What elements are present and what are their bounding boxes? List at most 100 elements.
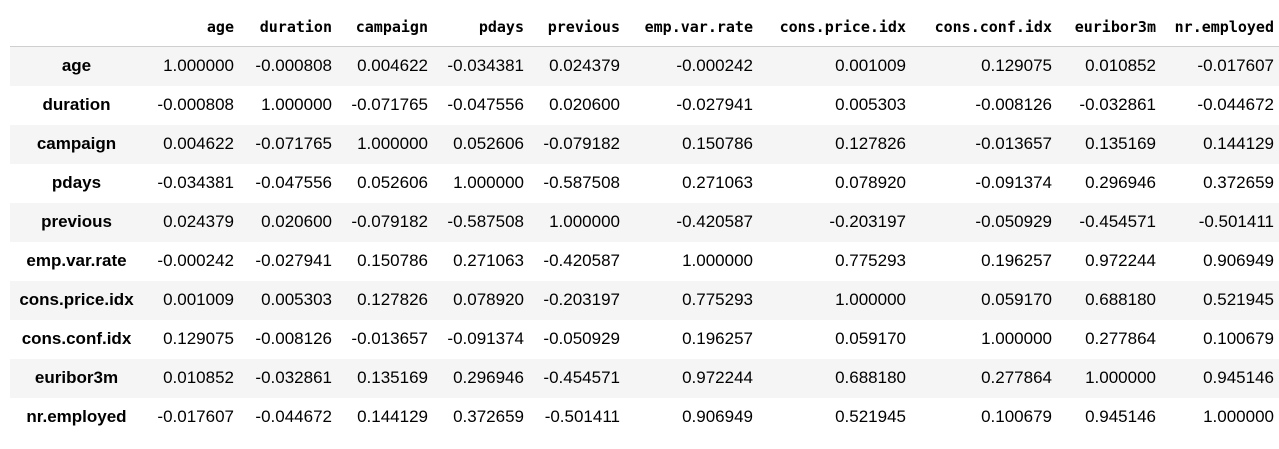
table-row: campaign 0.004622 -0.071765 1.000000 0.05260… [10, 124, 1279, 164]
table-cell: 0.906949 [682, 407, 753, 426]
table-cell: 0.078920 [835, 173, 906, 192]
table-cell: 0.020600 [261, 212, 332, 231]
table-body: age 1.000000 -0.000808 0.004622 -0.034381 0.0… [10, 46, 1279, 437]
row-label: previous [41, 212, 112, 231]
table-cell: 0.001009 [163, 290, 234, 309]
row-label: duration [42, 95, 111, 114]
table-cell: 1.000000 [453, 173, 524, 192]
table-cell: 1.000000 [682, 251, 753, 270]
table-cell: -0.071765 [255, 134, 332, 153]
row-label: cons.conf.idx [21, 329, 132, 348]
table-row: euribor3m 0.010852 -0.032861 0.135169 0.2969… [10, 358, 1279, 398]
table-cell: 0.059170 [835, 329, 906, 348]
table-cell: -0.050929 [543, 329, 620, 348]
table-cell: -0.050929 [975, 212, 1052, 231]
row-label: pdays [51, 173, 102, 192]
table-cell: -0.079182 [543, 134, 620, 153]
table-cell: 0.001009 [835, 56, 906, 76]
table-cell: 0.196257 [981, 251, 1052, 270]
table-cell: 0.372659 [1203, 173, 1274, 192]
table-cell: 0.906949 [1203, 251, 1274, 270]
table-cell: -0.008126 [975, 95, 1052, 114]
table-cell: -0.091374 [975, 173, 1052, 192]
table-row: nr.employed -0.017607 -0.044672 0.144129 0.3… [10, 397, 1279, 437]
table-row: cons.price.idx 0.001009 0.005303 0.127826 0.… [10, 280, 1279, 320]
table-cell: 0.024379 [549, 56, 620, 76]
column-header-duration: duration [239, 7, 337, 47]
table-cell: 0.059170 [981, 290, 1052, 309]
row-label: cons.price.idx [19, 290, 134, 309]
table-row: duration -0.000808 1.000000 -0.071765 -0.047… [10, 85, 1279, 125]
table-cell: 0.100679 [1203, 329, 1274, 348]
table-cell: -0.032861 [1079, 95, 1156, 114]
column-header-pdays: pdays [433, 7, 529, 47]
table-cell: 0.277864 [981, 368, 1052, 387]
table-cell: 0.688180 [835, 368, 906, 387]
table-row: pdays -0.034381 -0.047556 0.052606 1.000000-… [10, 163, 1279, 203]
table-cell: 0.129075 [163, 329, 234, 348]
table-row: age 1.000000 -0.000808 0.004622 -0.034381 0.0… [10, 46, 1279, 86]
table-cell: 0.775293 [835, 251, 906, 270]
table-cell: 0.052606 [357, 173, 428, 192]
table-row: cons.conf.idx 0.129075 -0.008126 -0.013657 -… [10, 319, 1279, 359]
table-cell: -0.071765 [351, 95, 428, 114]
table-row: previous 0.024379 0.020600 -0.079182 -0.5875… [10, 202, 1279, 242]
table-cell: -0.501411 [1198, 212, 1274, 231]
table-cell: 1.000000 [357, 134, 428, 153]
table-cell: -0.000242 [157, 251, 234, 270]
table-cell: 0.135169 [357, 368, 428, 387]
table-cell: -0.079182 [351, 212, 428, 231]
table-cell: -0.032861 [255, 368, 332, 387]
table-cell: 1.000000 [163, 56, 234, 76]
table-cell: 0.150786 [682, 134, 753, 153]
table-cell: 0.010852 [1085, 56, 1156, 76]
table-cell: -0.013657 [351, 329, 428, 348]
table-cell: 0.372659 [453, 407, 524, 426]
table-cell: -0.013657 [975, 134, 1052, 153]
table-cell: 0.296946 [1085, 173, 1156, 192]
table-cell: 1.000000 [835, 290, 906, 309]
table-cell: -0.587508 [447, 212, 524, 231]
table-cell: -0.000808 [255, 56, 332, 76]
table-cell: 0.196257 [682, 329, 753, 348]
table-cell: 1.000000 [261, 95, 332, 114]
table-cell: -0.203197 [829, 212, 906, 231]
table-cell: -0.587508 [543, 173, 620, 192]
row-label: nr.employed [26, 407, 127, 426]
row-label: campaign [36, 134, 117, 153]
table-cell: 0.972244 [682, 368, 753, 387]
table-cell: -0.008126 [255, 329, 332, 348]
table-cell: -0.000808 [157, 95, 234, 114]
table-cell: 0.972244 [1085, 251, 1156, 270]
table-cell: 1.000000 [1085, 368, 1156, 387]
column-header-nr-employed: nr.employed [1161, 7, 1279, 47]
table-cell: -0.027941 [255, 251, 332, 270]
table-cell: 0.005303 [261, 290, 332, 309]
table-cell: 0.129075 [981, 56, 1052, 76]
table-cell: 0.521945 [835, 407, 906, 426]
table-cell: -0.047556 [255, 173, 332, 192]
column-header-emp-var-rate: emp.var.rate [625, 7, 758, 47]
table-cell: -0.501411 [544, 407, 620, 426]
table-cell: -0.034381 [447, 56, 524, 76]
table-cell: 1.000000 [549, 212, 620, 231]
row-label: euribor3m [34, 368, 119, 387]
table-cell: -0.044672 [1197, 95, 1274, 114]
table-cell: -0.454571 [543, 368, 620, 387]
table-row: emp.var.rate -0.000242 -0.027941 0.150786 0.… [10, 241, 1279, 281]
table-cell: 0.004622 [163, 134, 234, 153]
table-cell: -0.454571 [1079, 212, 1156, 231]
table-cell: 0.945146 [1085, 407, 1156, 426]
correlation-table: age duration campaign pdays previous emp… [10, 7, 1279, 437]
table-cell: 0.100679 [981, 407, 1052, 426]
table-cell: -0.017607 [157, 407, 234, 426]
table-cell: 0.010852 [163, 368, 234, 387]
index-header-corner [10, 7, 143, 47]
column-header-age: age [143, 7, 239, 47]
table-cell: -0.047556 [447, 95, 524, 114]
table-cell: 0.052606 [453, 134, 524, 153]
table-cell: 0.150786 [357, 251, 428, 270]
table-cell: 0.271063 [453, 251, 524, 270]
column-header-cons-price-idx: cons.price.idx [758, 7, 911, 47]
table-header: age duration campaign pdays previous emp… [10, 7, 1279, 47]
